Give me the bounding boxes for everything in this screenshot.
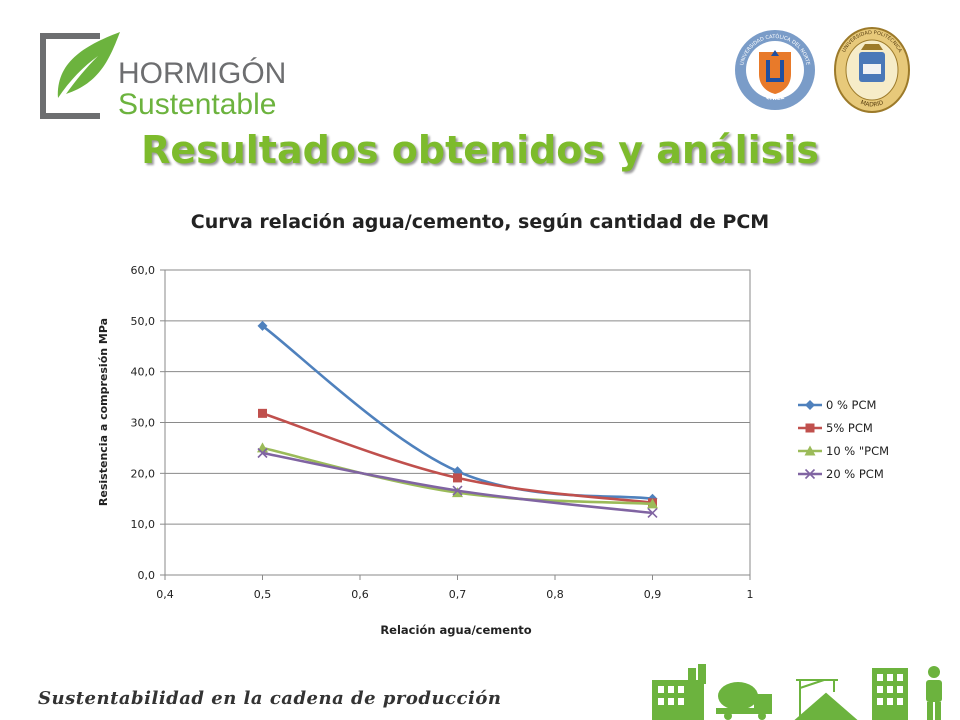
legend-marker xyxy=(804,468,816,480)
x-axis-ticks: 0,4 0,5 0,6 0,7 0,8 0,9 1 xyxy=(156,575,754,601)
x-tick-label: 0,5 xyxy=(254,588,272,601)
crane-icon xyxy=(794,679,858,720)
x-tick-label: 0,7 xyxy=(449,588,467,601)
x-tick-label: 1 xyxy=(747,588,754,601)
legend-label: 20 % PCM xyxy=(826,467,884,481)
seal2-bottom-text: MADRID xyxy=(859,99,885,109)
data-point xyxy=(453,473,462,483)
data-point xyxy=(648,498,657,508)
series-line-3 xyxy=(262,451,653,515)
plot-area xyxy=(164,269,751,576)
seal1-bottom-text: CHILE xyxy=(765,94,785,102)
data-point xyxy=(647,507,658,519)
chart-gridlines xyxy=(164,269,751,576)
chart-title: Curva relación agua/cemento, según canti… xyxy=(190,211,770,233)
data-point xyxy=(258,408,267,418)
data-point xyxy=(257,442,268,453)
y-tick-label: 40,0 xyxy=(131,366,156,379)
logo-frame xyxy=(40,33,100,119)
concrete-mixer-truck-icon xyxy=(716,682,772,720)
hormigon-sustentable-logo: HORMIGÓN Sustentable xyxy=(40,32,286,121)
logo-line1: HORMIGÓN xyxy=(118,57,286,90)
data-point xyxy=(452,466,463,477)
data-point xyxy=(257,320,268,331)
x-axis-label: Relación agua/cemento xyxy=(380,623,531,637)
y-tick-label: 10,0 xyxy=(131,518,156,531)
chart-legend: 0 % PCM 5% PCM 10 % "PCM 20 % PCM xyxy=(798,398,889,481)
series-line-0 xyxy=(261,324,653,501)
sustainability-icons xyxy=(652,664,942,720)
data-point xyxy=(452,485,463,496)
logo-line2: Sustentable xyxy=(118,88,276,121)
legend-marker xyxy=(805,400,815,410)
data-point xyxy=(647,493,658,504)
data-point xyxy=(452,487,463,498)
chart-series xyxy=(257,320,658,519)
leaf-icon xyxy=(57,32,120,98)
y-tick-label: 0,0 xyxy=(138,569,156,582)
worker-icon xyxy=(926,666,942,720)
y-tick-label: 20,0 xyxy=(131,467,156,480)
data-point xyxy=(257,447,268,459)
x-tick-label: 0,8 xyxy=(546,588,564,601)
slide-title: Resultados obtenidos y análisis xyxy=(141,128,819,172)
y-axis-ticks: 0,0 10,0 20,0 30,0 40,0 50,0 60,0 xyxy=(131,264,165,582)
y-tick-label: 60,0 xyxy=(131,264,156,277)
y-tick-label: 50,0 xyxy=(131,315,156,328)
factory-icon xyxy=(652,664,706,720)
y-tick-label: 30,0 xyxy=(131,417,156,430)
x-tick-label: 0,9 xyxy=(644,588,662,601)
x-tick-label: 0,6 xyxy=(351,588,369,601)
series-line-1 xyxy=(262,412,653,505)
data-point xyxy=(647,498,658,509)
y-axis-label: Resistencia a compresión MPa xyxy=(97,318,110,506)
legend-marker xyxy=(804,445,816,456)
ucn-seal: UNIVERSIDAD CATÓLICA DEL NORTE CHILE xyxy=(735,30,815,110)
legend-label: 5% PCM xyxy=(826,421,873,435)
footer-slogan: Sustentabilidad en la cadena de producci… xyxy=(38,688,502,709)
legend-label: 0 % PCM xyxy=(826,398,876,412)
building-icon xyxy=(872,668,908,720)
legend-marker xyxy=(805,423,815,433)
x-tick-label: 0,4 xyxy=(156,588,174,601)
upm-seal: UNIVERSIDAD POLITÉCNICA MADRID xyxy=(834,27,910,113)
series-line-2 xyxy=(262,446,653,506)
legend-label: 10 % "PCM xyxy=(826,444,889,458)
